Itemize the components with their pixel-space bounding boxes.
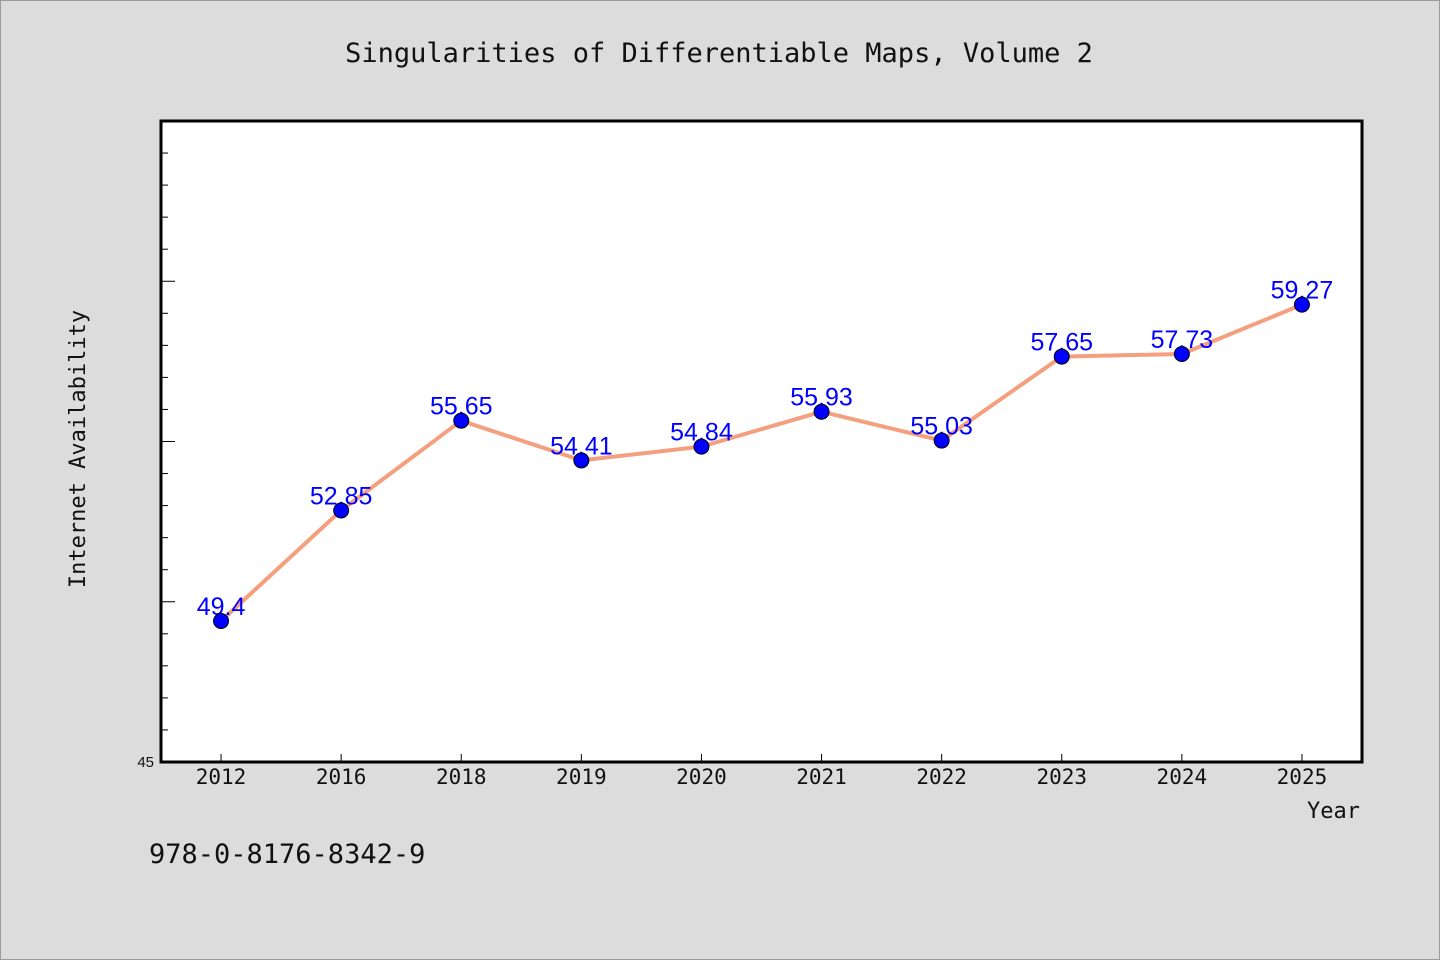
x-tick-label-2019: 2019 — [556, 765, 607, 789]
data-point-2012 — [213, 612, 230, 629]
data-point-2023 — [1053, 348, 1070, 365]
data-point-2016 — [333, 502, 350, 519]
chart-title: Singularities of Differentiable Maps, Vo… — [345, 38, 1093, 69]
plot-area — [159, 119, 1364, 764]
data-point-2018 — [453, 412, 470, 429]
data-point-2021 — [813, 403, 830, 420]
x-tick-label-2022: 2022 — [916, 765, 967, 789]
y-axis-label: Internet Availability — [66, 310, 91, 588]
y-axis-ticks — [161, 152, 175, 731]
x-tick-label-2018: 2018 — [436, 765, 487, 789]
x-axis-label: Year — [1307, 799, 1360, 824]
x-tick-label-2012: 2012 — [196, 765, 247, 789]
x-tick-label-2020: 2020 — [676, 765, 727, 789]
data-point-2024 — [1173, 346, 1190, 363]
x-tick-label-2021: 2021 — [796, 765, 847, 789]
data-point-2022 — [933, 432, 950, 449]
series-line — [219, 302, 1304, 623]
y-tick-label-45: 45 — [137, 754, 154, 771]
x-tick-label-2025: 2025 — [1277, 765, 1328, 789]
data-point-2025 — [1293, 296, 1310, 313]
isbn-footer: 978-0-8176-8342-9 — [149, 839, 425, 870]
x-axis-ticks: 2012 2016 2018 2019 2020 2021 2022 2023 2024 2025 — [196, 754, 1327, 789]
data-point-2019 — [573, 452, 590, 469]
x-tick-label-2016: 2016 — [316, 765, 367, 789]
x-tick-label-2024: 2024 — [1157, 765, 1208, 789]
x-tick-label-2023: 2023 — [1036, 765, 1087, 789]
data-point-2020 — [693, 438, 710, 455]
